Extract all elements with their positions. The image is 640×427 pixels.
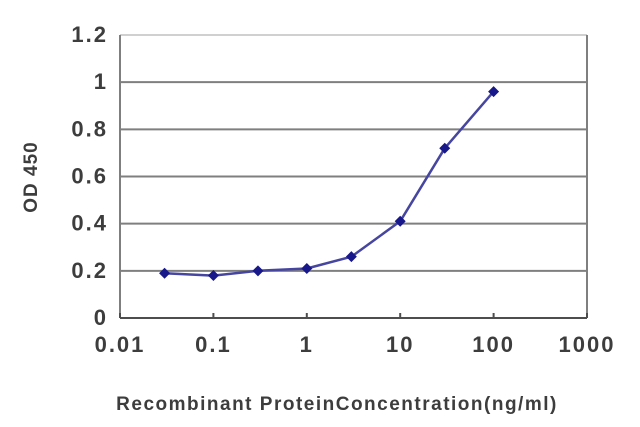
x-tick-label: 1000 bbox=[559, 332, 616, 357]
x-tick-label: 0.1 bbox=[195, 332, 232, 357]
y-tick-label: 1 bbox=[94, 69, 108, 94]
x-axis-title: Recombinant ProteinConcentration(ng/ml) bbox=[116, 394, 558, 415]
x-tick-label: 1 bbox=[300, 332, 314, 357]
y-tick-label: 0.6 bbox=[71, 164, 108, 189]
y-tick-label: 0.2 bbox=[71, 258, 108, 283]
data-point-marker bbox=[345, 251, 357, 263]
data-point-marker bbox=[439, 142, 451, 154]
y-tick-label: 0.8 bbox=[71, 116, 108, 141]
x-tick-label: 0.01 bbox=[95, 332, 146, 357]
data-point-marker bbox=[301, 262, 313, 274]
data-point-marker bbox=[252, 265, 264, 277]
y-tick-label: 1.2 bbox=[71, 22, 108, 47]
data-point-marker bbox=[207, 270, 219, 282]
y-tick-label: 0 bbox=[94, 305, 108, 330]
y-tick-label: 0.4 bbox=[71, 211, 108, 236]
data-point-marker bbox=[488, 86, 500, 98]
x-tick-label: 10 bbox=[386, 332, 414, 357]
y-axis-title: OD 450 bbox=[21, 141, 42, 213]
series-line bbox=[163, 90, 495, 277]
data-point-marker bbox=[394, 215, 406, 227]
x-tick-label: 100 bbox=[472, 332, 515, 357]
data-point-marker bbox=[159, 267, 171, 279]
